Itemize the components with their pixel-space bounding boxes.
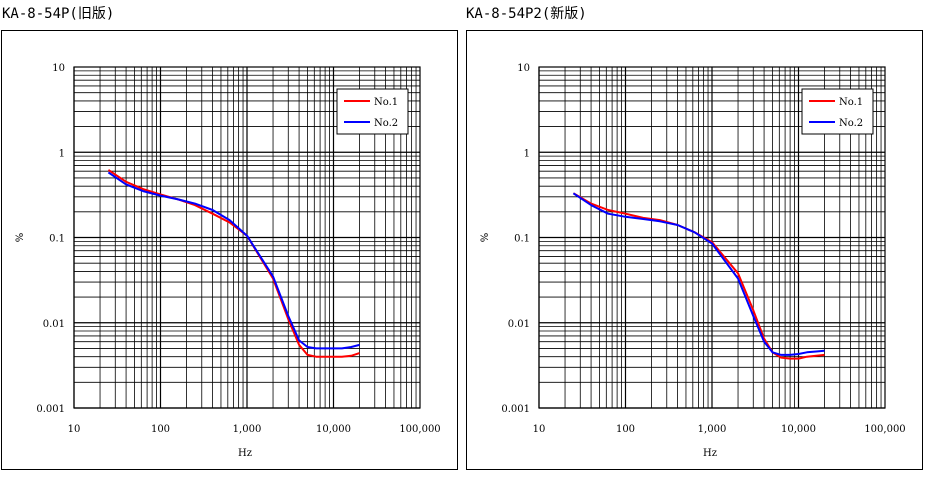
- x-tick-label: 1,000: [233, 424, 262, 435]
- x-axis-title: Hz: [238, 448, 252, 459]
- y-tick-label: 0.1: [514, 234, 530, 245]
- x-axis-title: Hz: [703, 448, 717, 459]
- y-axis-title: %: [480, 233, 491, 243]
- chart-svg-left: 10 100 1,000 10,000 100,000 0.001 0.01 0.1 1 10 Hz…: [15, 63, 441, 459]
- y-axis-title: %: [15, 233, 26, 243]
- legend-label-2: No.2: [839, 118, 863, 129]
- plot-area-border: [73, 66, 421, 409]
- y-tick-label: 0.001: [501, 404, 530, 415]
- legend: No.1 No.2: [336, 88, 409, 135]
- x-tick-label: 100,000: [864, 424, 905, 435]
- x-tick-label: 10: [533, 424, 546, 435]
- chart-title-right: KA-8-54P2(新版): [466, 6, 587, 22]
- series-line-2: [572, 192, 825, 356]
- y-tick-label: 0.01: [43, 319, 65, 330]
- chart-svg-right: 10 100 1,000 10,000 100,000 0.001 0.01 0.1 1 10 Hz…: [480, 63, 906, 459]
- series-line-1: [572, 192, 825, 360]
- x-tick-label: 10,000: [781, 424, 816, 435]
- plot-area-border: [538, 66, 886, 409]
- y-tick-label: 10: [52, 63, 65, 74]
- y-tick-label: 0.001: [36, 404, 65, 415]
- chart-panel-left: 10 100 1,000 10,000 100,000 0.001 0.01 0.1 1 10 Hz…: [1, 30, 458, 470]
- legend-box: [801, 88, 874, 135]
- chart-title-left: KA-8-54P(旧版): [2, 6, 115, 22]
- legend: No.1 No.2: [801, 88, 874, 135]
- legend-label-2: No.2: [374, 118, 398, 129]
- legend-label-1: No.1: [374, 97, 398, 108]
- y-tick-label: 1: [524, 148, 530, 159]
- y-tick-label: 0.1: [49, 234, 65, 245]
- grid: [73, 67, 420, 409]
- x-tick-label: 1,000: [698, 424, 727, 435]
- y-tick-label: 10: [517, 63, 530, 74]
- x-tick-label: 10: [68, 424, 81, 435]
- x-tick-label: 10,000: [316, 424, 351, 435]
- series-line-2: [107, 171, 360, 350]
- y-tick-label: 1: [59, 148, 65, 159]
- legend-box: [336, 88, 409, 135]
- legend-label-1: No.1: [839, 97, 863, 108]
- x-tick-label: 100,000: [399, 424, 440, 435]
- y-tick-label: 0.01: [508, 319, 530, 330]
- x-tick-label: 100: [151, 424, 170, 435]
- x-tick-label: 100: [616, 424, 635, 435]
- chart-panel-right: 10 100 1,000 10,000 100,000 0.001 0.01 0.1 1 10 Hz…: [466, 30, 923, 470]
